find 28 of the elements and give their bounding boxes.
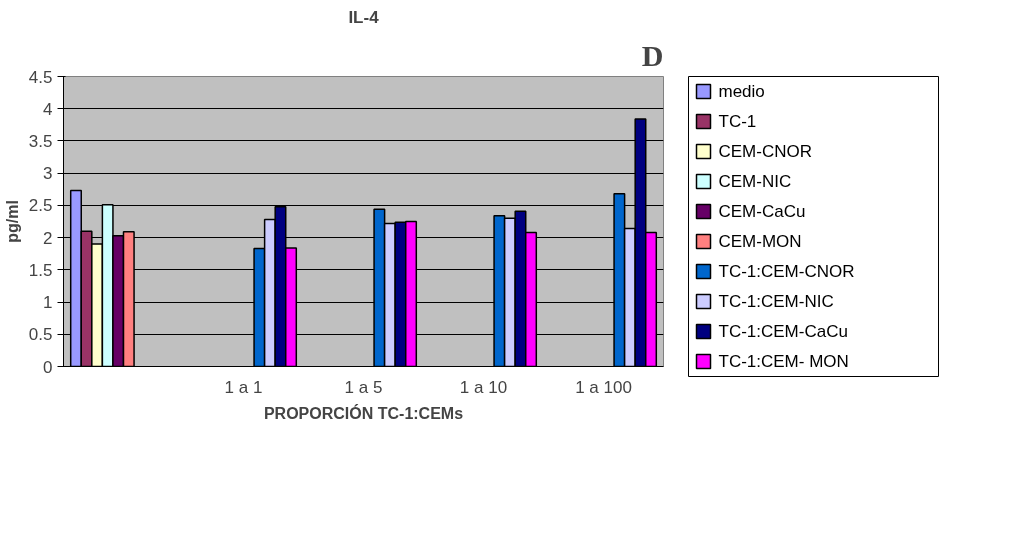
legend-label: TC-1:CEM-CNOR: [718, 262, 855, 281]
legend-label: CEM-MON: [718, 232, 802, 251]
x-tick-label: 1 a 10: [459, 377, 508, 397]
chart-title: IL-4: [348, 7, 380, 27]
legend-label: CEM-CNOR: [718, 142, 812, 161]
x-tick-label: 1 a 5: [344, 377, 383, 397]
y-tick-label: 1: [43, 293, 53, 313]
text: D: [641, 38, 664, 72]
x-axis-title: PROPORCIÓN TC-1:CEMs: [263, 403, 464, 422]
legend-label: CEM-CaCu: [718, 202, 806, 221]
legend-label: TC-1:CEM- MON: [718, 352, 849, 371]
y-tick-label: 4: [43, 99, 53, 119]
legend-label: TC-1: [718, 112, 757, 131]
y-tick-label: 0.5: [28, 325, 53, 345]
legend-label: TC-1:CEM-CaCu: [718, 322, 848, 341]
legend-label: CEM-NIC: [718, 172, 792, 191]
y-tick-label: 3.5: [28, 131, 53, 151]
y-tick-label: 4.5: [28, 67, 53, 87]
legend-label: medio: [718, 82, 765, 101]
y-tick-label: 0: [43, 357, 53, 377]
y-tick-label: 2.5: [28, 196, 53, 216]
legend-label: TC-1:CEM-NIC: [718, 292, 834, 311]
y-axis-title: pg/ml: [3, 200, 21, 243]
y-tick-label: 1.5: [28, 260, 53, 280]
y-tick-label: 3: [43, 164, 53, 184]
x-tick-label: 1 a 100: [575, 377, 632, 397]
y-tick-label: 2: [43, 228, 53, 248]
x-tick-label: 1 a 1: [224, 377, 263, 397]
